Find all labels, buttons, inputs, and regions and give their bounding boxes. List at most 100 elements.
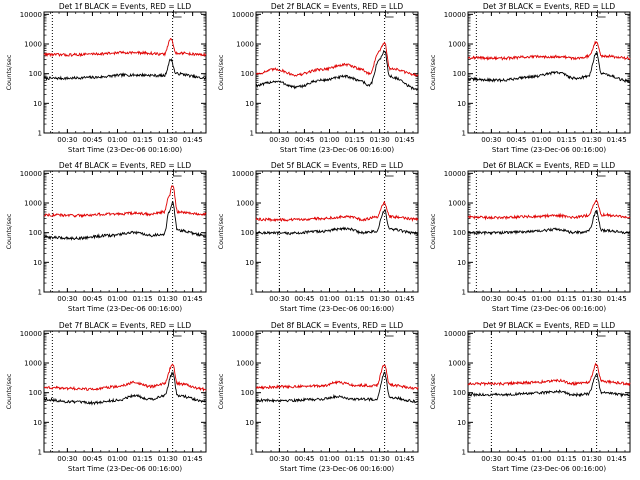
detector-panel: Det 2f BLACK = Events, RED = LLD Counts/s…: [217, 2, 419, 154]
lld-series-line: [43, 185, 207, 219]
y-tick-label: 10: [457, 259, 466, 267]
x-tick-label: 00:45: [82, 136, 102, 144]
x-axis-label: Start Time (23-Dec-06 00:16:00): [68, 305, 182, 313]
y-tick-label: 1000: [236, 360, 254, 368]
y-tick-label: 100: [241, 389, 254, 397]
y-tick-label: 100: [241, 70, 254, 78]
detector-panel: Det 3f BLACK = Events, RED = LLD Counts/s…: [429, 2, 631, 154]
x-tick-label: 01:30: [581, 295, 601, 303]
y-tick-label: 100: [453, 389, 466, 397]
detector-panel: Det 9f BLACK = Events, RED = LLD Counts/s…: [429, 321, 631, 473]
y-tick-label: 10000: [444, 330, 466, 338]
x-tick-label: 01:00: [531, 136, 551, 144]
x-tick-label: 00:45: [294, 455, 314, 463]
interval-bracket: [173, 169, 182, 177]
x-tick-label: 00:45: [294, 136, 314, 144]
panel-title: Det 9f BLACK = Events, RED = LLD: [483, 321, 616, 330]
x-tick-label: 00:45: [506, 455, 526, 463]
x-tick-label: 01:30: [369, 295, 389, 303]
y-axis-label: Counts/sec: [429, 54, 437, 90]
y-tick-label: 1000: [24, 41, 42, 49]
x-tick-label: 00:45: [82, 295, 102, 303]
y-tick-label: 1: [38, 130, 42, 138]
interval-bracket: [597, 10, 606, 18]
y-tick-label: 10: [245, 419, 254, 427]
x-tick-label: 01:15: [132, 455, 152, 463]
y-tick-label: 10000: [232, 170, 254, 178]
y-tick-label: 100: [453, 70, 466, 78]
x-tick-label: 01:45: [183, 455, 203, 463]
x-tick-label: 01:30: [581, 136, 601, 144]
panel-title: Det 6f BLACK = Events, RED = LLD: [483, 161, 616, 170]
plot-frame: [255, 170, 419, 293]
y-axis-label: Counts/sec: [5, 373, 13, 409]
x-axis-label: Start Time (23-Dec-06 00:16:00): [280, 465, 394, 473]
x-tick-label: 00:30: [481, 136, 501, 144]
y-tick-label: 10000: [232, 11, 254, 19]
x-tick-label: 01:00: [319, 455, 339, 463]
events-series-line: [467, 209, 631, 236]
x-tick-label: 01:15: [344, 455, 364, 463]
x-axis-label: Start Time (23-Dec-06 00:16:00): [68, 465, 182, 473]
events-series-line: [43, 370, 207, 406]
x-axis-label: Start Time (23-Dec-06 00:16:00): [280, 305, 394, 313]
y-tick-label: 10000: [20, 330, 42, 338]
detector-panel: Det 7f BLACK = Events, RED = LLD Counts/s…: [5, 321, 207, 473]
y-axis-label: Counts/sec: [429, 373, 437, 409]
x-tick-label: 01:30: [157, 136, 177, 144]
x-tick-label: 00:45: [82, 455, 102, 463]
y-tick-label: 10000: [20, 170, 42, 178]
detector-panel: Det 1f BLACK = Events, RED = LLD Counts/s…: [5, 2, 207, 154]
x-tick-label: 00:30: [57, 455, 77, 463]
x-tick-label: 01:45: [183, 295, 203, 303]
y-tick-label: 100: [29, 70, 42, 78]
y-tick-label: 1000: [448, 41, 466, 49]
x-tick-label: 01:00: [107, 295, 127, 303]
x-tick-label: 01:45: [395, 295, 415, 303]
x-axis-label: Start Time (23-Dec-06 00:16:00): [492, 146, 606, 154]
x-axis-label: Start Time (23-Dec-06 00:16:00): [492, 465, 606, 473]
lld-series-line: [467, 40, 631, 61]
y-tick-label: 1: [250, 449, 254, 457]
x-tick-label: 01:15: [132, 136, 152, 144]
x-tick-label: 01:30: [369, 455, 389, 463]
interval-bracket: [173, 329, 182, 337]
x-tick-label: 01:15: [556, 136, 576, 144]
panel-title: Det 3f BLACK = Events, RED = LLD: [483, 2, 616, 11]
y-tick-label: 1000: [24, 200, 42, 208]
x-axis-label: Start Time (23-Dec-06 00:16:00): [280, 146, 394, 154]
plot-frame: [255, 330, 419, 453]
interval-bracket: [173, 10, 182, 18]
detector-panel: Det 8f BLACK = Events, RED = LLD Counts/s…: [217, 321, 419, 473]
x-tick-label: 01:45: [395, 136, 415, 144]
events-series-line: [255, 49, 419, 91]
lld-series-line: [43, 363, 207, 392]
panel-title: Det 5f BLACK = Events, RED = LLD: [271, 161, 404, 170]
events-series-line: [43, 201, 207, 241]
y-tick-label: 10: [457, 100, 466, 108]
x-tick-label: 01:00: [319, 295, 339, 303]
interval-bracket: [385, 329, 394, 337]
x-tick-label: 01:15: [556, 295, 576, 303]
y-tick-label: 1000: [236, 200, 254, 208]
panel-title: Det 8f BLACK = Events, RED = LLD: [271, 321, 404, 330]
lld-series-line: [255, 364, 419, 391]
y-tick-label: 10000: [232, 330, 254, 338]
y-tick-label: 1000: [236, 41, 254, 49]
x-tick-label: 01:30: [581, 455, 601, 463]
plot-frame: [467, 11, 631, 134]
y-tick-label: 1: [38, 449, 42, 457]
panel-title: Det 1f BLACK = Events, RED = LLD: [59, 2, 192, 11]
lld-series-line: [467, 362, 631, 387]
detector-panel: Det 4f BLACK = Events, RED = LLD Counts/s…: [5, 161, 207, 313]
y-tick-label: 10000: [20, 11, 42, 19]
x-tick-label: 01:45: [607, 455, 627, 463]
y-tick-label: 1: [250, 130, 254, 138]
y-tick-label: 1000: [448, 200, 466, 208]
x-tick-label: 01:15: [556, 455, 576, 463]
panel-title: Det 7f BLACK = Events, RED = LLD: [59, 321, 192, 330]
y-tick-label: 10: [245, 259, 254, 267]
x-tick-label: 01:15: [132, 295, 152, 303]
x-tick-label: 01:30: [369, 136, 389, 144]
